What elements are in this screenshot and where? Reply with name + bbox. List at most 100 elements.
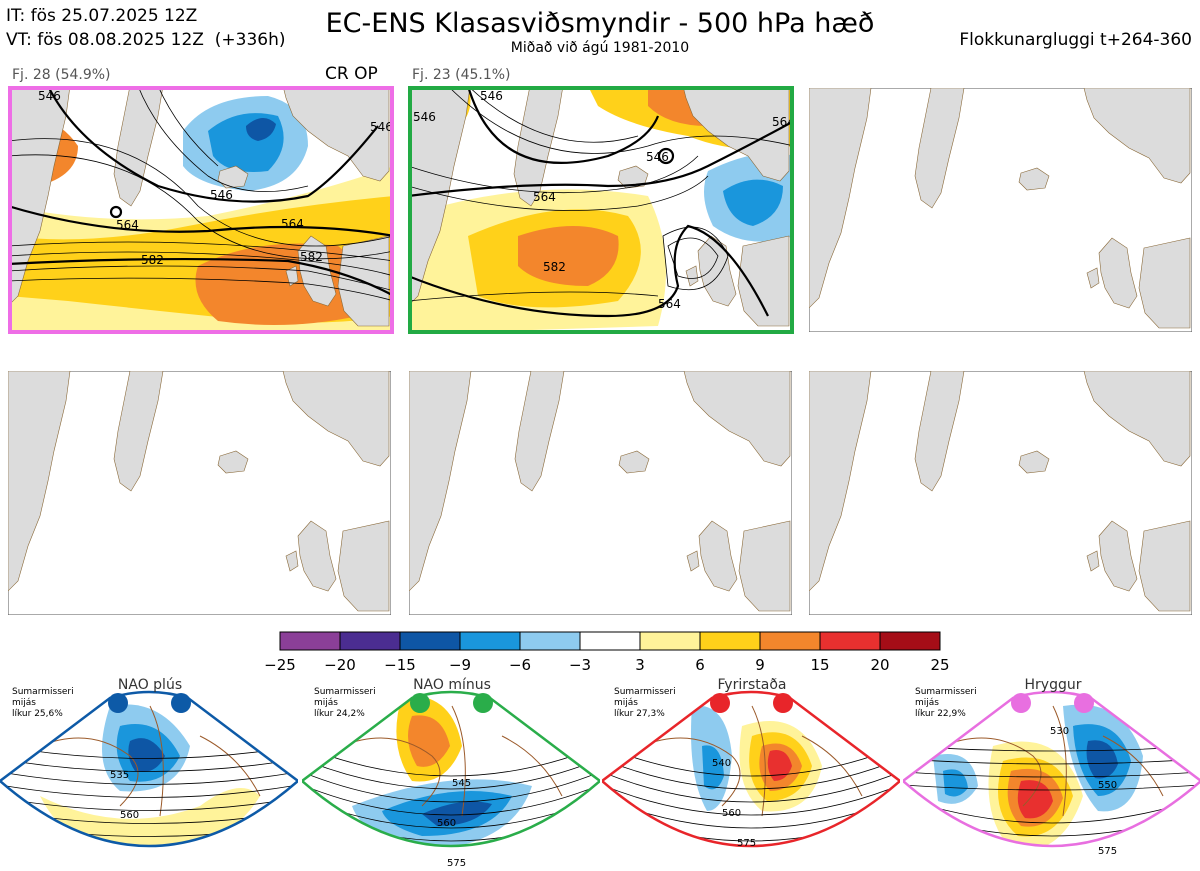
contour-label: 564 — [116, 218, 139, 232]
regime-marker-dot — [773, 693, 793, 713]
regime-map-1: 535 560 — [0, 690, 298, 863]
regime-info: Sumarmisseri mijás líkur 22,9% — [915, 687, 977, 720]
height-contour — [0, 797, 298, 811]
classification-window: Flokkunargluggi t+264-360 — [959, 30, 1192, 50]
regime-border — [602, 690, 900, 848]
colorbar-swatch — [699, 631, 761, 651]
contour-label: 530 — [1050, 726, 1069, 737]
height-contour — [903, 758, 1200, 765]
panel-border — [408, 86, 794, 334]
contour-label: 546 — [38, 89, 61, 103]
anomaly-area — [1086, 740, 1118, 779]
height-contour — [302, 745, 600, 777]
colorbar-swatch — [579, 631, 641, 651]
contour-label: 564 — [658, 297, 681, 311]
colorbar-tick-label: −3 — [569, 656, 591, 674]
anomaly-area — [128, 738, 165, 772]
contour-label: 535 — [110, 770, 129, 781]
height-contour — [302, 771, 600, 803]
colorbar-tick-label: 15 — [810, 656, 829, 674]
regime-info: Sumarmisseri mijás líkur 24,2% — [314, 687, 376, 720]
anomaly-area — [422, 801, 492, 826]
height-contour — [602, 758, 900, 790]
colorbar-tick-label: 3 — [635, 656, 645, 674]
contour-label: 575 — [737, 838, 756, 849]
regime-name: Hryggur — [1024, 677, 1082, 693]
height-contour — [602, 850, 900, 871]
contour-label: 564 — [281, 217, 304, 231]
contour-label: 546 — [646, 150, 669, 164]
colorbar-tick-label: −15 — [384, 656, 416, 674]
contour-label: 546 — [413, 110, 436, 124]
empty-map-6 — [809, 371, 1192, 615]
contour-label: 540 — [712, 758, 731, 769]
colorbar-tick-label: 20 — [870, 656, 889, 674]
contour-label: 550 — [1098, 780, 1117, 791]
regime-border — [0, 690, 298, 848]
colorbar-swatch — [879, 631, 941, 651]
regime-info-line: mijás — [614, 698, 638, 708]
regime-info-line: mijás — [915, 698, 939, 708]
cluster-map-2: 546 564 582 564 546 546 564 — [408, 86, 794, 334]
colorbar-swatch — [759, 631, 821, 651]
contour-label: 575 — [1098, 846, 1117, 857]
regime-markers — [1011, 693, 1094, 713]
regime-marker-dot — [473, 693, 493, 713]
regime-info-line: Sumarmisseri — [314, 687, 376, 697]
regime-marker-dot — [1074, 693, 1094, 713]
colorbar-swatch — [459, 631, 521, 651]
regime-info-line: Sumarmisseri — [12, 687, 74, 697]
colorbar-swatch — [819, 631, 881, 651]
page-title: EC-ENS Klasasviðsmyndir - 500 hPa hæð — [325, 8, 875, 39]
init-time: IT: fös 25.07.2025 12Z — [6, 6, 198, 26]
colorbar-tick-label: −20 — [324, 656, 356, 674]
regime-marker-dot — [710, 693, 730, 713]
colorbar-tick-label: −9 — [449, 656, 471, 674]
colorbar-tick-label: 6 — [695, 656, 705, 674]
regime-info-line: líkur 24,2% — [314, 709, 365, 719]
regime-info-line: Sumarmisseri — [915, 687, 977, 697]
contour-546 — [47, 86, 379, 203]
regime-marker-dot — [410, 693, 430, 713]
height-contour — [903, 771, 1200, 778]
height-contour — [602, 784, 900, 816]
regime-border — [903, 690, 1200, 848]
height-contour — [0, 850, 298, 863]
colorbar-tick-label: −25 — [264, 656, 296, 674]
empty-map-3 — [809, 88, 1192, 332]
colorbar-swatch — [339, 631, 401, 651]
regime-border — [302, 690, 600, 848]
anomaly-area — [1013, 859, 1043, 868]
anomaly-area — [767, 750, 792, 781]
page-subtitle: Miðað við ágú 1981-2010 — [510, 40, 690, 56]
regime-markers — [410, 693, 493, 713]
regime-info: Sumarmisseri mijás líkur 27,3% — [614, 687, 676, 720]
regime-markers — [108, 693, 191, 713]
panel-1-label: Fj. 28 (54.9%) — [12, 67, 111, 83]
regime-info-line: Sumarmisseri — [614, 687, 676, 697]
empty-map-4 — [8, 371, 391, 615]
regime-info-line: líkur 22,9% — [915, 709, 966, 719]
regime-markers — [710, 693, 793, 713]
regime-marker-dot — [1011, 693, 1031, 713]
regime-name: Fyrirstaða — [717, 677, 787, 693]
regime-map-4: 530 550 575 — [903, 690, 1200, 871]
height-contour — [602, 771, 900, 803]
colorbar-swatch — [519, 631, 581, 651]
colorbar: −25 −20 −15 −9 −6 −3 3 6 9 15 20 25 — [264, 631, 950, 674]
height-contour — [302, 784, 600, 816]
contour-label: 560 — [722, 808, 741, 819]
height-contour — [903, 850, 1200, 871]
anomaly-darkblue — [246, 117, 276, 141]
regime-marker-dot — [108, 693, 128, 713]
regime-info-line: mijás — [12, 698, 36, 708]
anomaly-area — [943, 769, 968, 797]
height-contour — [602, 745, 900, 777]
regime-info-line: mijás — [314, 698, 338, 708]
colorbar-tick-label: 9 — [755, 656, 765, 674]
contour-label: 582 — [300, 250, 323, 264]
empty-map-5 — [409, 371, 792, 615]
contour-label: 560 — [120, 810, 139, 821]
contour-label: 582 — [141, 253, 164, 267]
cluster-map-1: 546 564 582 546 564 582 546 — [8, 86, 394, 334]
